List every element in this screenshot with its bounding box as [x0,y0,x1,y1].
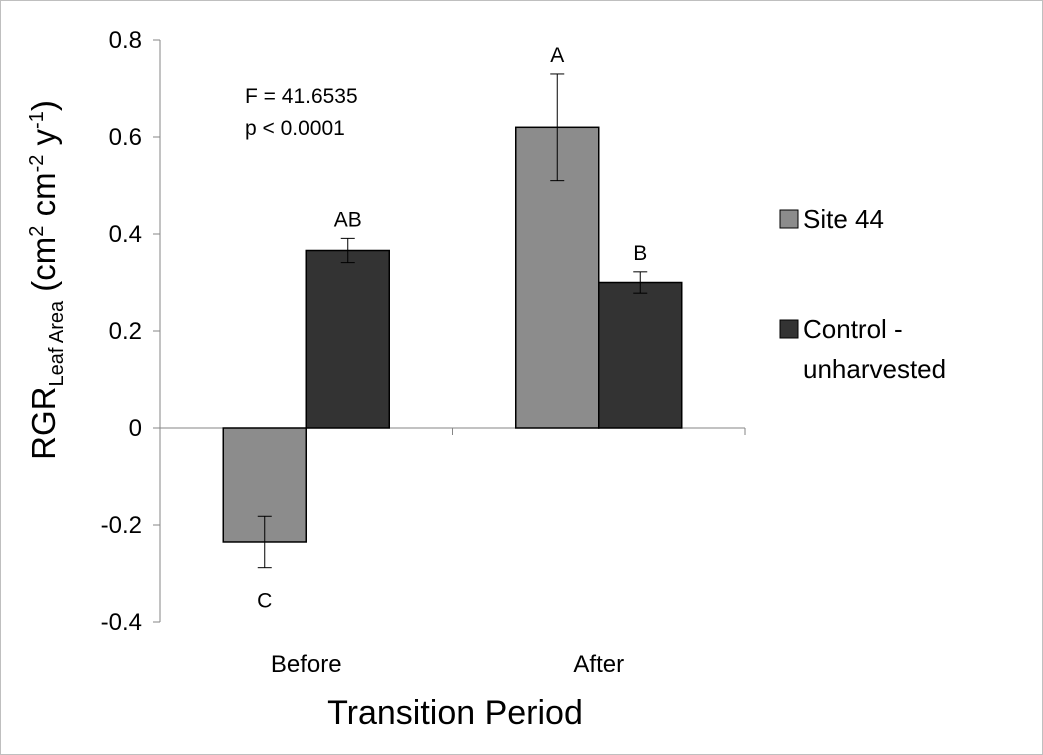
y-tick-label: -0.4 [101,609,142,636]
y-axis-title-units-mid: cm [25,172,62,225]
y-axis-title-units-close: ) [25,100,62,111]
x-axis-title: Transition Period [327,694,583,732]
significance-letter: B [633,242,647,265]
y-axis-title-main: RGR [25,387,62,460]
y-tick-label: 0.2 [109,318,142,345]
error-bars [257,73,648,569]
legend-label: Control - [803,314,903,344]
x-category-label: Before [271,651,342,678]
p-value: p < 0.0001 [245,117,345,140]
y-axis-title-sup1: 2 [26,226,48,237]
stats-annotation: F = 41.6535 p < 0.0001 [245,85,358,140]
legend-swatch [779,209,799,229]
y-axis-title-sup3: -1 [26,111,48,129]
bar [598,281,683,429]
y-axis: -0.4 -0.2 0 0.2 0.4 0.6 0.8 [101,27,161,636]
y-tick-label: 0.6 [109,124,142,151]
legend-swatch [779,319,799,339]
y-tick-label: 0.8 [109,27,142,54]
y-tick-label: -0.2 [101,512,142,539]
legend-label: Site 44 [803,204,884,234]
svg-text:RGRLeaf Area (cm2 cm-2 y-1): RGRLeaf Area (cm2 cm-2 y-1) [25,100,68,460]
significance-letter: A [550,44,564,67]
y-axis-title-units-y: y [25,128,62,154]
significance-letter: AB [334,208,362,231]
legend: Site 44 Control - unharvested [779,204,946,384]
bars [222,126,683,543]
significance-letter: C [257,590,272,613]
y-axis-title-sup2: -2 [26,155,48,173]
y-tick-label: 0 [129,415,142,442]
legend-label: unharvested [803,354,946,384]
y-axis-title-sub: Leaf Area [46,300,68,387]
bar [305,249,390,429]
f-statistic: F = 41.6535 [245,85,358,108]
y-tick-label: 0.4 [109,221,142,248]
x-category-label: After [573,651,624,678]
y-axis-title: RGRLeaf Area (cm2 cm-2 y-1) [25,100,68,460]
y-axis-title-units: (cm [25,237,62,301]
